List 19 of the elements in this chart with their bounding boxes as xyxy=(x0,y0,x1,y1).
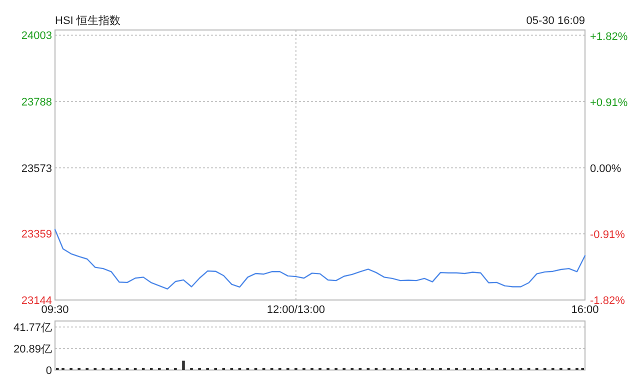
y-tick-label: 23788 xyxy=(21,96,52,109)
y-tick-label: 23144 xyxy=(21,295,52,307)
y2-tick-label: 0.00% xyxy=(590,162,622,175)
y-tick-label: 23359 xyxy=(21,228,52,241)
chart-title: HSI 恒生指数 xyxy=(55,14,120,27)
y-tick-label: 24003 xyxy=(21,30,52,42)
x-tick-label: 16:00 xyxy=(571,304,599,316)
y2-tick-label: -0.91% xyxy=(590,228,626,241)
x-tick-label: 12:00/13:00 xyxy=(266,304,325,316)
y2-tick-label: +1.82% xyxy=(590,30,628,43)
text: 05-30 16:09 xyxy=(526,15,585,27)
y2-tick-label: -1.82% xyxy=(590,295,626,307)
y-tick-label: 41.77亿 xyxy=(13,322,52,334)
x-tick-label: 09:30 xyxy=(41,304,69,316)
y2-tick-label: +0.91% xyxy=(590,96,628,109)
line-series xyxy=(54,228,586,290)
y-tick-label: 23573 xyxy=(21,162,52,175)
y-tick-label: 0 xyxy=(46,365,52,377)
y-tick-label: 20.89亿 xyxy=(13,343,52,356)
